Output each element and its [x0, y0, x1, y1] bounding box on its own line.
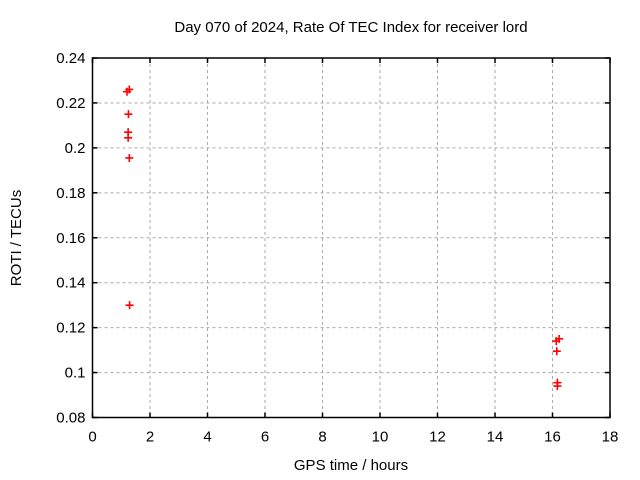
x-tick-label: 0 — [88, 429, 96, 446]
x-tick-label: 6 — [261, 429, 269, 446]
data-point-marker — [553, 382, 562, 391]
tick-layer — [91, 57, 611, 419]
y-tick-label: 0.18 — [56, 185, 85, 202]
grid-layer — [92, 58, 610, 418]
data-point-marker — [125, 153, 134, 162]
data-point-marker — [555, 334, 564, 343]
tick-label-layer: 0 2 4 6 8 10 12 14 16 18 0.08 0.1 0.12 0.14 0.16 0.18 0.… — [56, 50, 618, 446]
y-axis-label: ROTI / TECUs — [8, 190, 25, 286]
data-point-layer — [123, 85, 564, 391]
y-tick-label: 0.24 — [56, 50, 85, 67]
x-tick-label: 10 — [372, 429, 389, 446]
y-tick-label: 0.16 — [56, 230, 85, 247]
x-tick-label: 18 — [602, 429, 619, 446]
x-tick-label: 2 — [146, 429, 154, 446]
x-tick-label: 12 — [429, 429, 446, 446]
y-tick-label: 0.22 — [56, 95, 85, 112]
y-tick-label: 0.1 — [65, 365, 86, 382]
data-point-marker — [124, 133, 133, 142]
y-tick-label: 0.2 — [65, 140, 86, 157]
data-point-marker — [125, 301, 134, 310]
y-tick-label: 0.08 — [56, 410, 85, 427]
y-tick-label: 0.14 — [56, 275, 85, 292]
chart-title: Day 070 of 2024, Rate Of TEC Index for r… — [174, 19, 527, 36]
x-tick-label: 16 — [544, 429, 561, 446]
x-tick-label: 8 — [318, 429, 326, 446]
data-point-marker — [124, 110, 133, 119]
x-axis-label: GPS time / hours — [294, 457, 408, 474]
data-point-marker — [552, 347, 561, 356]
x-tick-label: 14 — [487, 429, 504, 446]
y-tick-label: 0.12 — [56, 320, 85, 337]
data-point-marker — [125, 85, 134, 94]
x-tick-label: 4 — [203, 429, 211, 446]
